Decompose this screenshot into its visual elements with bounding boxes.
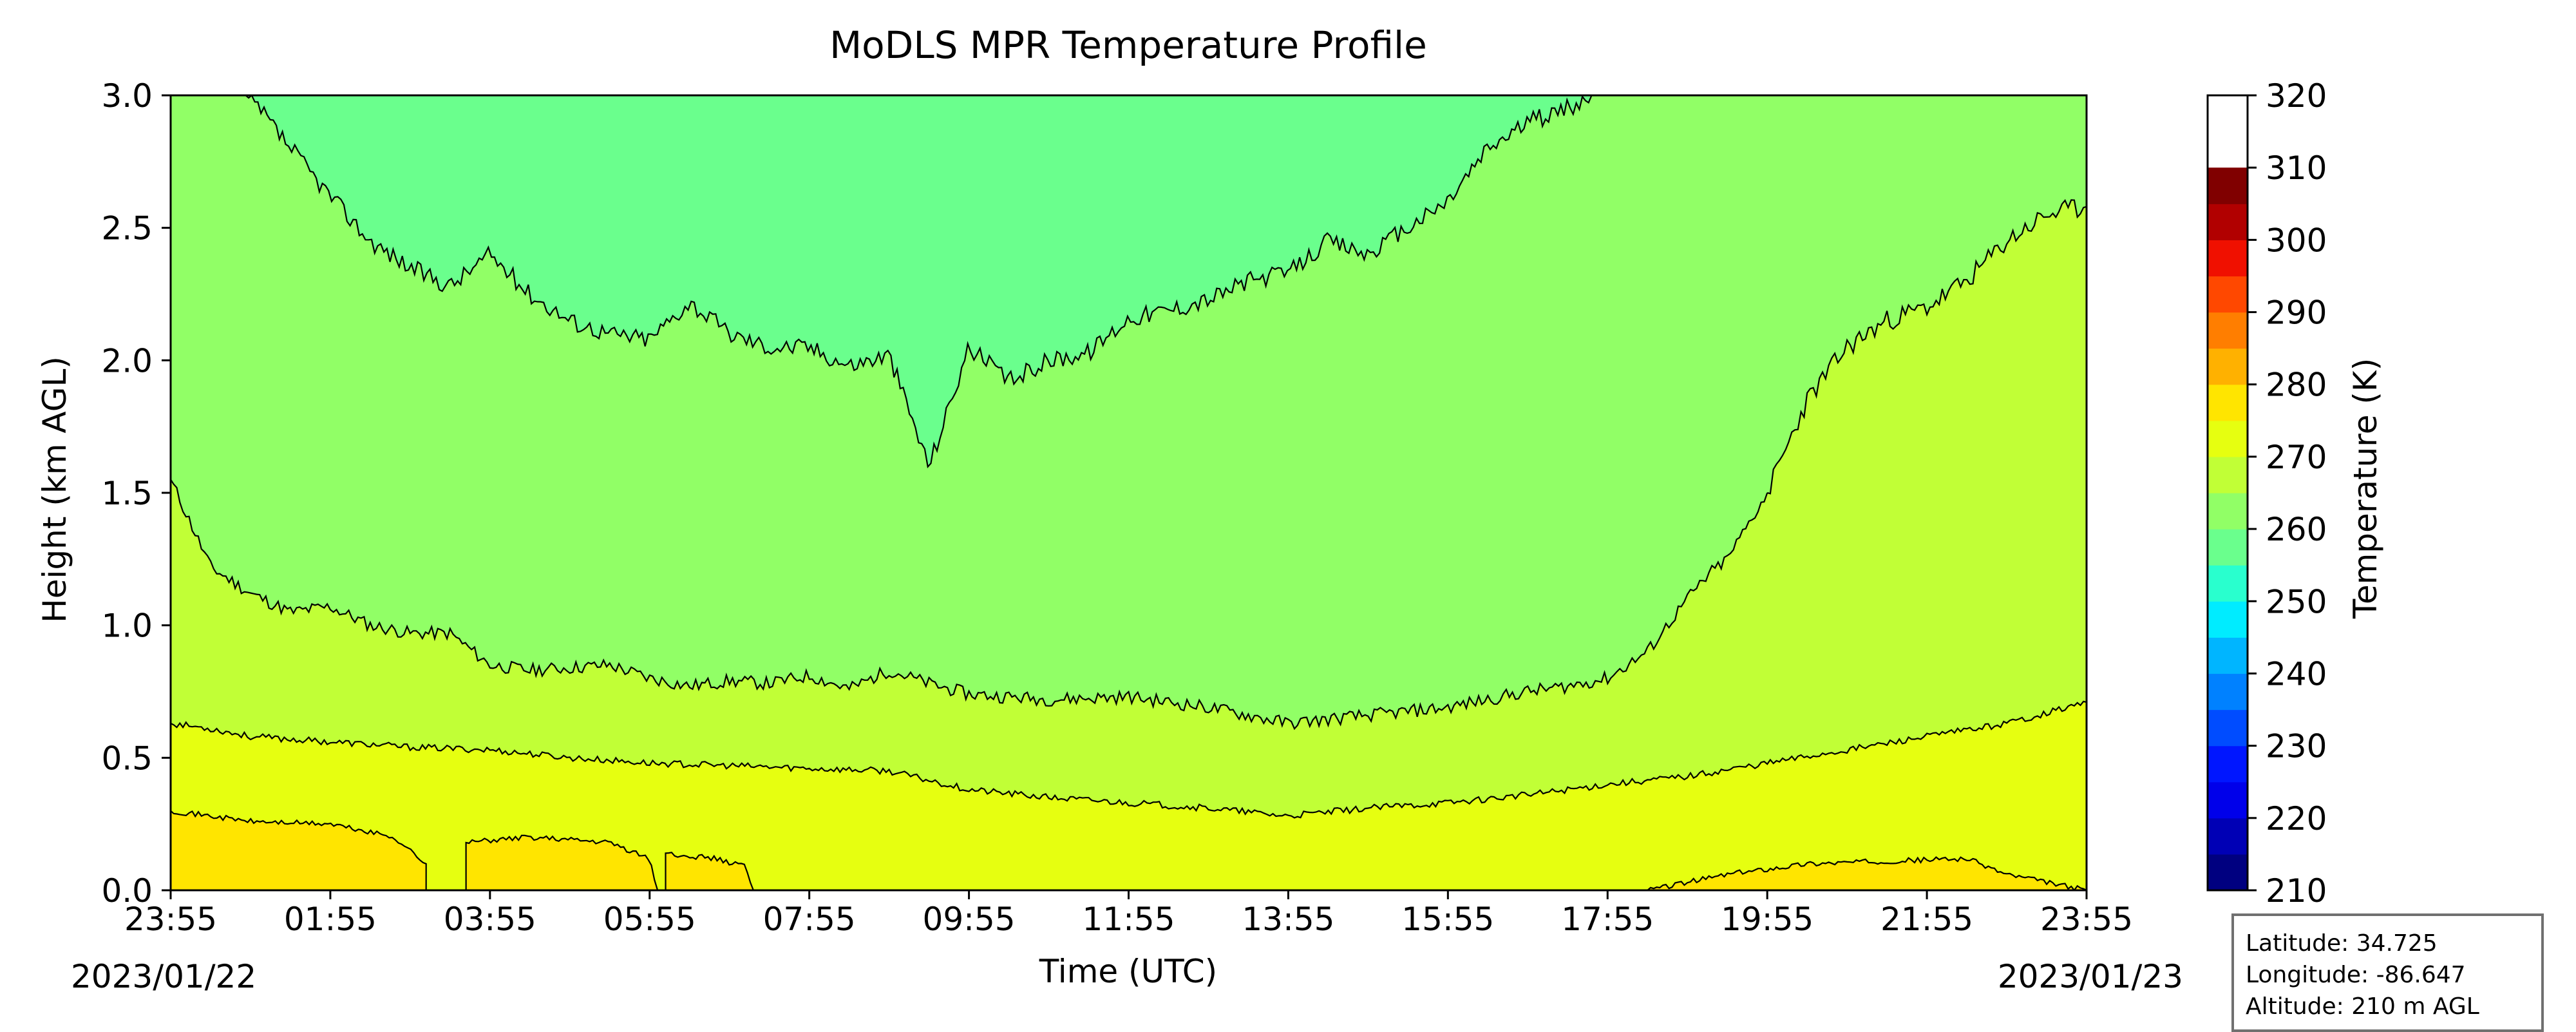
colorbar-frame	[2206, 94, 2249, 892]
colorbar-segment	[2208, 348, 2248, 385]
y-tick-label: 3.0	[101, 77, 153, 115]
end-date-label: 2023/01/23	[1998, 958, 2183, 995]
y-tick-label: 0.0	[101, 872, 153, 910]
colorbar-tick-label: 280	[2266, 367, 2327, 404]
colorbar-segment	[2208, 312, 2248, 349]
start-date-label: 2023/01/22	[71, 958, 256, 995]
colorbar-segment	[2208, 529, 2248, 566]
y-tick-label: 2.0	[101, 342, 153, 379]
warm-region-280K	[665, 852, 755, 890]
colorbar-segment	[2208, 745, 2248, 783]
x-tick-label: 11:55	[1082, 901, 1175, 938]
warm-region-280K	[171, 810, 427, 890]
colorbar-segment	[2208, 565, 2248, 602]
colorbar-tick-label: 290	[2266, 294, 2327, 332]
colorbar-tick-label: 260	[2266, 511, 2327, 548]
y-tick-label: 2.5	[101, 210, 153, 247]
colorbar-tick-label: 250	[2266, 583, 2327, 620]
colorbar: 210 220 230 240 250 260 270 280 290 300 310 320	[2206, 77, 2327, 910]
y-axis-label: Height (km AGL)	[36, 356, 73, 623]
colorbar-segment	[2208, 817, 2248, 855]
longitude-text: Longitude: -86.647	[2246, 962, 2466, 988]
x-tick-label: 09:55	[923, 901, 1016, 938]
x-tick-label: 19:55	[1721, 901, 1814, 938]
colorbar-segment	[2208, 276, 2248, 313]
colorbar-segment	[2208, 709, 2248, 747]
colorbar-tick-label: 320	[2266, 77, 2327, 115]
x-tick-label: 23:55	[124, 901, 217, 938]
colorbar-tick-label: 270	[2266, 439, 2327, 476]
y-tick-label: 0.5	[101, 740, 153, 777]
colorbar-segment	[2208, 854, 2248, 891]
colorbar-segment	[2208, 167, 2248, 204]
colorbar-tick-label: 300	[2266, 222, 2327, 259]
x-tick-label: 15:55	[1401, 901, 1494, 938]
contour-line	[242, 95, 1593, 469]
x-axis: 23:55 01:55 03:55 05:55 07:55 09:55 11:55 13:55…	[124, 890, 2133, 938]
warm-region-280K	[1646, 856, 2087, 890]
colorbar-segment	[2208, 601, 2248, 638]
colorbar-segment	[2208, 673, 2248, 711]
warm-region-280K	[465, 834, 659, 890]
x-tick-label: 07:55	[763, 901, 856, 938]
contour-line	[171, 700, 2087, 819]
latitude-text: Latitude: 34.725	[2246, 930, 2438, 957]
band-260-265	[242, 95, 1592, 467]
colorbar-segment	[2208, 384, 2248, 421]
colorbar-segment	[2208, 781, 2248, 819]
x-tick-label: 01:55	[284, 901, 377, 938]
colorbar-segment	[2208, 637, 2248, 674]
contour-line	[1766, 199, 2087, 495]
x-tick-label: 13:55	[1242, 901, 1334, 938]
y-axis: 0.0 0.5 1.0 1.5 2.0 2.5 3.0	[101, 77, 171, 910]
x-tick-label: 17:55	[1561, 901, 1654, 938]
colorbar-segment	[2208, 420, 2248, 457]
x-tick-label: 05:55	[603, 901, 696, 938]
contour-line	[171, 479, 1768, 731]
x-tick-label: 23:55	[2040, 901, 2133, 938]
colorbar-segment	[2208, 204, 2248, 240]
colorbar-tick-label: 240	[2266, 655, 2327, 693]
colorbar-segment	[2208, 240, 2248, 277]
colorbar-tick-label: 310	[2266, 149, 2327, 187]
colorbar-segment	[2208, 493, 2248, 530]
band-275-280	[171, 701, 2087, 890]
x-axis-label: Time (UTC)	[1039, 953, 1217, 990]
location-info-box: Latitude: 34.725 Longitude: -86.647 Alti…	[2231, 913, 2544, 1032]
x-tick-label: 03:55	[444, 901, 536, 938]
y-tick-label: 1.0	[101, 607, 153, 645]
plot-area	[169, 94, 2088, 892]
y-tick-label: 1.5	[101, 475, 153, 512]
chart-title: MoDLS MPR Temperature Profile	[829, 23, 1427, 67]
colorbar-label: Temperature (K)	[2347, 358, 2384, 619]
altitude-text: Altitude: 210 m AGL	[2246, 993, 2479, 1020]
colorbar-tick-label: 230	[2266, 728, 2327, 765]
colorbar-tick-label: 220	[2266, 800, 2327, 837]
colorbar-segment	[2208, 456, 2248, 493]
colorbar-tick-label: 210	[2266, 872, 2327, 910]
x-tick-label: 21:55	[1880, 901, 1973, 938]
